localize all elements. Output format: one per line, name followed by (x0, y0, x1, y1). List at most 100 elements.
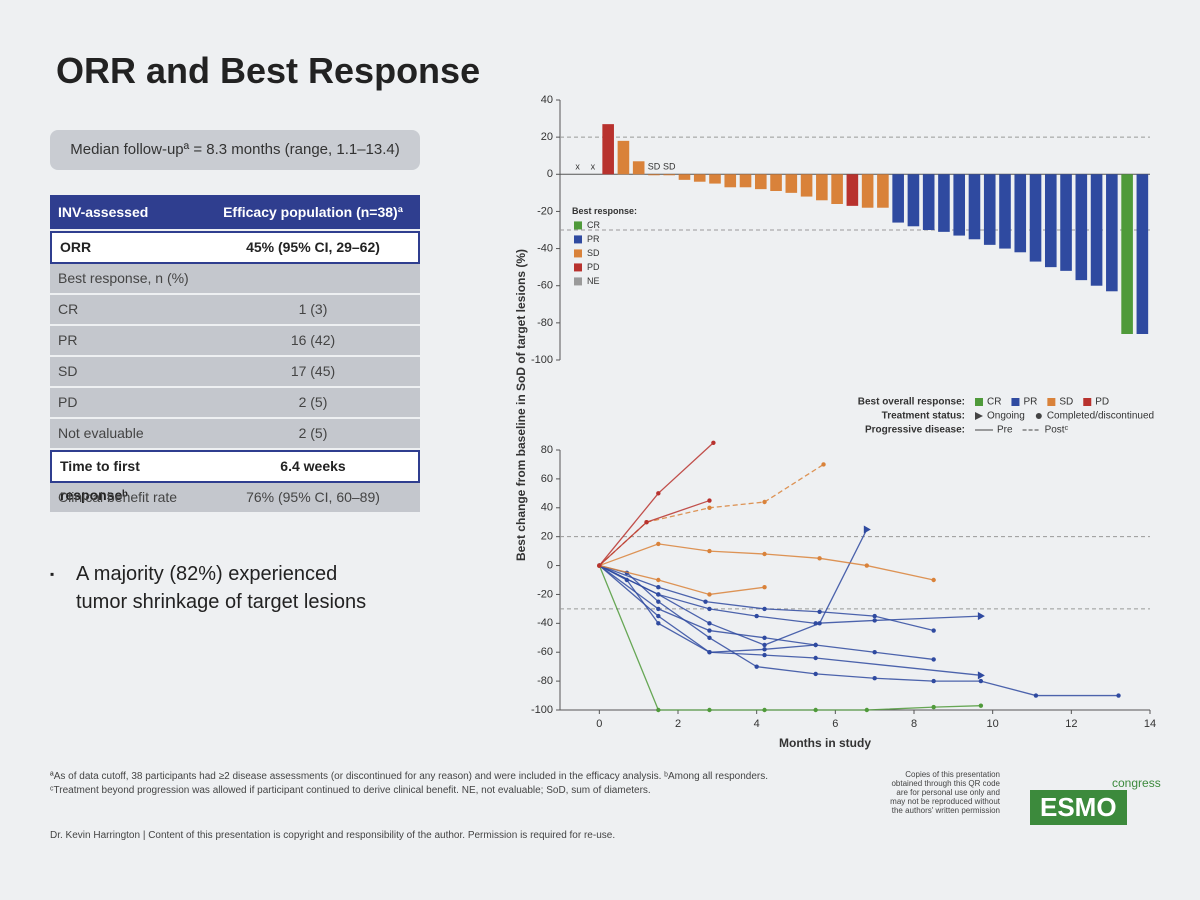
point (762, 642, 767, 648)
ongoing-arrow (863, 525, 871, 534)
bar (907, 174, 920, 227)
table-cell: Best response, n (%) (58, 270, 189, 286)
annotation: x (575, 162, 580, 172)
point (762, 707, 767, 713)
footnote: ᶜTreatment beyond progression was allowe… (50, 785, 651, 796)
legend-label: PD (587, 262, 600, 272)
bar (709, 174, 721, 184)
legend-swatch (1047, 398, 1056, 406)
point (656, 613, 661, 619)
legend-label: Completed/discontinued (1047, 411, 1154, 422)
table-cell: PR (58, 332, 78, 348)
bullet-text: A majority (82%) experienced tumor shrin… (76, 563, 367, 613)
point (644, 520, 649, 525)
header-cell: Efficacy population (n=38)ª (223, 204, 403, 220)
point (931, 704, 936, 710)
point (707, 650, 712, 655)
bar (632, 161, 645, 175)
point (931, 577, 936, 583)
y-tick-label: 0 (547, 559, 553, 571)
point (1033, 693, 1039, 698)
point (864, 563, 869, 568)
table-row: Not evaluable 2 (5) (50, 419, 420, 450)
y-tick-label: 20 (541, 531, 553, 543)
bar (602, 124, 614, 175)
legend-label: Pre (997, 425, 1013, 436)
point (762, 652, 767, 658)
bar (983, 174, 996, 245)
legend-label: SD (1059, 397, 1073, 408)
bar (800, 174, 813, 197)
legend-swatch (1011, 398, 1020, 406)
bar (953, 174, 966, 236)
table-row: SD 17 (45) (50, 357, 420, 388)
table-row: PD 2 (5) (50, 388, 420, 419)
bar (754, 174, 767, 190)
legend-title: Best overall response: (858, 397, 965, 408)
y-tick-label: -20 (537, 588, 553, 600)
point (762, 551, 767, 557)
ongoing-arrow (977, 671, 985, 680)
table-cell: 16 (42) (290, 332, 336, 348)
x-tick-label: 14 (1144, 718, 1156, 730)
bar (785, 174, 798, 193)
point (707, 548, 712, 554)
table-cell: SD (58, 363, 78, 379)
response-line (599, 564, 934, 632)
bar (816, 174, 828, 201)
y-tick-label: -100 (531, 704, 553, 716)
bar (892, 174, 904, 223)
bar (846, 174, 859, 206)
x-tick-label: 2 (675, 718, 681, 730)
y-axis-label: Best change from baseline in SoD of targ… (514, 249, 528, 561)
table-cell: CR (58, 301, 79, 317)
response-line (598, 499, 710, 567)
legend-title: Treatment status: (882, 411, 965, 422)
point (711, 440, 716, 445)
y-tick-label: -40 (537, 617, 553, 629)
table-cell: 45% (95% CI, 29–62) (246, 239, 380, 255)
bar (770, 174, 782, 191)
y-tick-label: -40 (537, 242, 553, 254)
header-cell: INV-assessed (58, 204, 149, 220)
y-tick-label: -100 (531, 354, 553, 366)
bar (1121, 174, 1133, 334)
point (707, 707, 712, 713)
bar (831, 174, 843, 204)
table-header: INV-assessed Efficacy population (n=38)ª (50, 195, 420, 231)
bullet: A majority (82%) experienced tumor shrin… (50, 560, 390, 616)
bar (877, 174, 889, 208)
y-tick-label: 60 (541, 473, 553, 485)
legend-swatch (574, 221, 582, 230)
slide-title: ORR and Best Response (56, 50, 481, 91)
table-row: ORR 45% (95% CI, 29–62) (50, 231, 420, 264)
table-cell: Clinical benefit rate (58, 489, 178, 505)
bar (724, 174, 737, 188)
table-cell: 2 (5) (298, 394, 328, 410)
point (707, 505, 712, 510)
legend-dot (1035, 413, 1042, 419)
legend-label: CR (987, 397, 1001, 408)
point (703, 599, 708, 604)
legend-label: PR (587, 234, 600, 244)
bar (1106, 174, 1118, 292)
bar (968, 174, 981, 240)
x-tick-label: 12 (1065, 718, 1077, 730)
annotation: SD (648, 162, 661, 172)
y-tick-label: -60 (537, 646, 553, 658)
point (821, 462, 826, 467)
table-cell: Time to first responseᵇ (60, 458, 140, 503)
bar (861, 174, 874, 208)
table-cell: 6.4 weeks (280, 458, 346, 474)
point (872, 618, 877, 623)
bar (678, 174, 691, 180)
point (978, 678, 984, 684)
point (817, 621, 822, 626)
bar (1029, 174, 1042, 262)
y-tick-label: -60 (537, 280, 553, 292)
legend-label: NE (587, 276, 600, 286)
table-cell: 2 (5) (298, 425, 328, 441)
point (813, 671, 818, 677)
y-tick-label: -80 (537, 317, 553, 329)
